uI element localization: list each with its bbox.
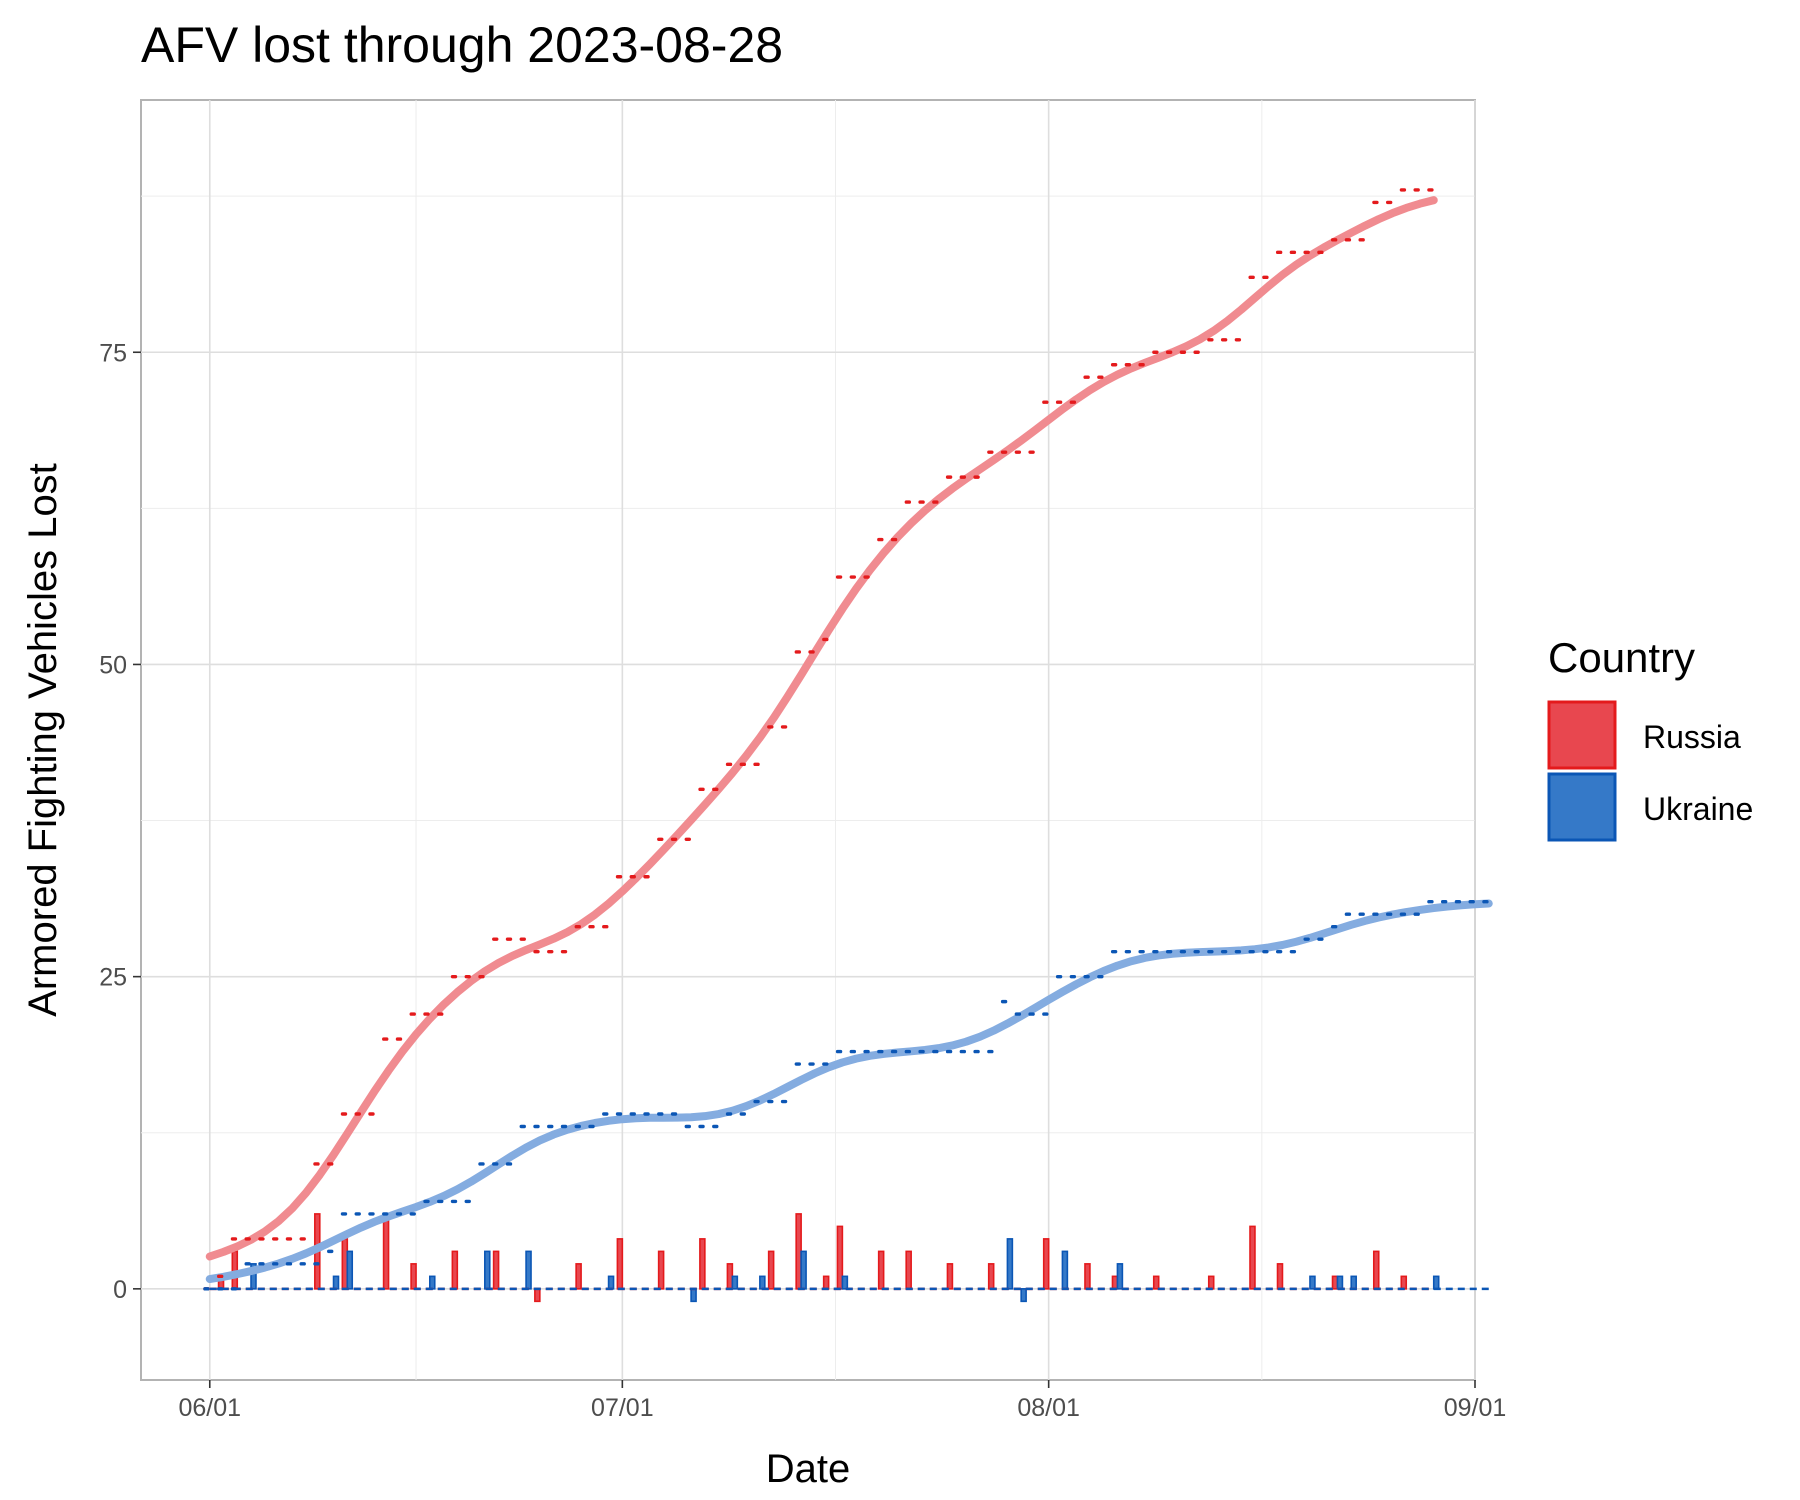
y-axis: 0 25 50 75 <box>99 339 141 1304</box>
daily-bar-russia <box>767 1250 775 1290</box>
daily-bar-russia <box>1042 1238 1050 1290</box>
legend-label-russia: Russia <box>1643 719 1741 755</box>
legend-key-ukraine <box>1547 772 1617 842</box>
daily-bar-ukraine <box>841 1275 849 1290</box>
daily-bar-russia <box>699 1238 706 1290</box>
daily-bar-ukraine <box>484 1250 491 1290</box>
smooth-line-ukraine <box>205 899 1493 1284</box>
legend-title: Country <box>1548 634 1695 681</box>
daily-bar-russia <box>1400 1275 1408 1290</box>
grid-major <box>141 100 1476 1380</box>
daily-bar-russia <box>877 1250 885 1290</box>
y-tick-label: 25 <box>99 964 127 992</box>
y-tick-label: 50 <box>99 651 127 679</box>
daily-bar-russia <box>1084 1263 1091 1290</box>
daily-bar-russia <box>616 1238 624 1290</box>
daily-bar-ukraine <box>1020 1288 1027 1303</box>
daily-bar-russia <box>382 1213 390 1290</box>
daily-bar-russia <box>1276 1263 1284 1290</box>
x-tick-label: 09/01 <box>1444 1394 1507 1422</box>
daily-bar-russia <box>451 1250 459 1290</box>
daily-bar-russia <box>1249 1225 1256 1290</box>
daily-bar-ukraine <box>346 1250 354 1290</box>
daily-bar-russia <box>1207 1275 1215 1290</box>
legend-key-russia <box>1547 700 1617 770</box>
smooth-line-russia <box>205 196 1438 1261</box>
daily-bar-russia <box>946 1263 954 1290</box>
y-tick-label: 75 <box>99 339 127 367</box>
daily-bar-russia <box>905 1250 912 1290</box>
daily-bar-ukraine <box>1006 1238 1014 1290</box>
daily-bar-ukraine <box>332 1275 340 1290</box>
daily-bar-ukraine <box>525 1250 532 1290</box>
daily-bar-russia <box>492 1250 500 1290</box>
legend: Country Russia Ukraine <box>1547 634 1753 842</box>
daily-bar-russia <box>575 1263 582 1290</box>
daily-bar-ukraine <box>1350 1275 1357 1290</box>
x-tick-label: 07/01 <box>591 1394 654 1422</box>
daily-bar-ukraine <box>731 1275 739 1290</box>
legend-label-ukraine: Ukraine <box>1643 791 1753 827</box>
daily-bar-russia <box>231 1250 239 1290</box>
daily-bar-russia <box>657 1250 665 1290</box>
daily-bar-russia <box>1152 1275 1160 1290</box>
daily-bar-russia <box>822 1275 830 1290</box>
daily-bar-russia <box>1372 1250 1380 1290</box>
y-tick-label: 0 <box>113 1276 127 1304</box>
x-axis-title: Date <box>766 1447 851 1491</box>
chart-title: AFV lost through 2023-08-28 <box>141 17 783 73</box>
daily-bar-russia <box>987 1263 995 1290</box>
daily-bar-ukraine <box>607 1275 615 1290</box>
daily-bar-russia <box>534 1288 541 1303</box>
daily-bar-ukraine <box>1432 1275 1440 1290</box>
plot-panel <box>140 99 1476 1381</box>
x-tick-label: 06/01 <box>178 1394 241 1422</box>
daily-bar-ukraine <box>1309 1275 1316 1290</box>
smooth-lines <box>205 196 1493 1284</box>
daily-bar-ukraine <box>1116 1263 1124 1290</box>
y-axis-title: Armored Fighting Vehicles Lost <box>21 463 65 1017</box>
daily-bar-ukraine <box>1061 1250 1069 1290</box>
daily-bar-ukraine <box>759 1275 766 1290</box>
grid-minor <box>141 100 1475 1380</box>
daily-bar-ukraine <box>250 1263 257 1290</box>
daily-bar-ukraine <box>690 1288 697 1303</box>
x-tick-label: 08/01 <box>1017 1394 1080 1422</box>
x-axis: 06/01 07/01 08/01 09/01 <box>178 1380 1506 1422</box>
daily-bar-ukraine <box>800 1250 807 1290</box>
daily-bar-ukraine <box>429 1275 436 1290</box>
daily-bar-ukraine <box>1336 1275 1344 1290</box>
daily-bar-russia <box>410 1263 417 1290</box>
